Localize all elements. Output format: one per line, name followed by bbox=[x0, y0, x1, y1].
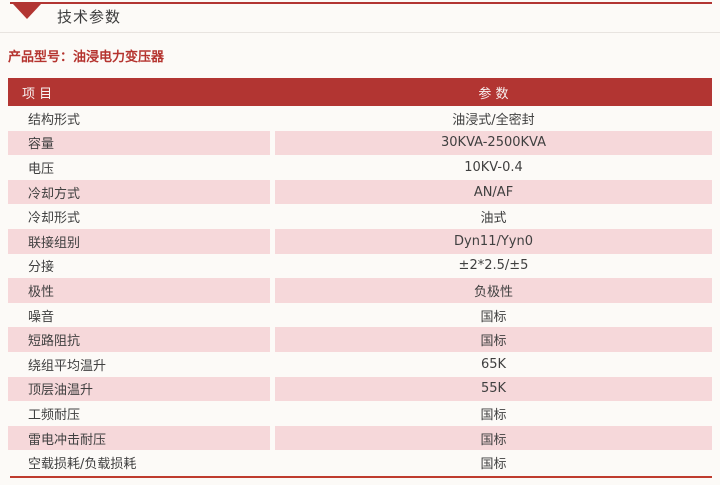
row-value: Dyn11/Yyn0 bbox=[275, 228, 712, 254]
row-item-label: 雷电冲击耐压 bbox=[8, 425, 270, 451]
table-row: 空载损耗/负载损耗 国标 bbox=[8, 450, 712, 475]
table-row: 冷却方式 AN/AF bbox=[8, 179, 712, 205]
table-row: 噪音 国标 bbox=[8, 303, 712, 328]
table-row: 绕组平均温升 65K bbox=[8, 352, 712, 377]
row-item-label: 联接组别 bbox=[8, 228, 270, 254]
page-title: 技术参数 bbox=[57, 8, 122, 26]
column-header-parameter: 参 数 bbox=[478, 86, 509, 102]
row-item-label: 绕组平均温升 bbox=[28, 358, 107, 374]
row-value: 国标 bbox=[480, 457, 507, 473]
row-item-label: 结构形式 bbox=[28, 112, 81, 128]
table-row: 极性 负极性 bbox=[8, 278, 712, 303]
table-row: 联接组别 Dyn11/Yyn0 bbox=[8, 228, 712, 254]
table-row: 雷电冲击耐压 国标 bbox=[8, 425, 712, 451]
table-row: 工频耐压 国标 bbox=[8, 401, 712, 426]
bottom-accent-line bbox=[10, 476, 712, 478]
row-value: 国标 bbox=[275, 327, 712, 352]
row-item-label: 短路阻抗 bbox=[8, 327, 270, 352]
row-value: 55K bbox=[275, 376, 712, 402]
row-value: 国标 bbox=[480, 407, 507, 423]
table-row: 容量 30KVA-2500KVA bbox=[8, 130, 712, 156]
row-item-label: 工频耐压 bbox=[28, 407, 81, 423]
row-value: 10KV-0.4 bbox=[464, 159, 523, 175]
row-value: 油式 bbox=[480, 211, 507, 227]
row-value: 负极性 bbox=[275, 278, 712, 303]
product-model-label: 产品型号 bbox=[8, 50, 61, 65]
top-accent-line bbox=[10, 2, 712, 4]
table-row: 电压 10KV-0.4 bbox=[8, 155, 712, 180]
table-body: 结构形式 油浸式/全密封容量 30KVA-2500KVA 电压 10KV-0.4 冷却方式… bbox=[8, 106, 712, 475]
table-row: 顶层油温升 55K bbox=[8, 376, 712, 402]
row-value: 国标 bbox=[275, 425, 712, 451]
section-marker-triangle-icon bbox=[13, 4, 41, 19]
row-item-label: 极性 bbox=[8, 278, 270, 303]
row-item-label: 噪音 bbox=[28, 309, 55, 325]
row-item-label: 顶层油温升 bbox=[8, 376, 270, 402]
product-model-colon: ： bbox=[60, 50, 74, 65]
spec-table: 项 目 参 数 结构形式 油浸式/全密封容量 30KVA-2500KVA 电压 10KV… bbox=[8, 78, 712, 475]
table-row: 短路阻抗 国标 bbox=[8, 327, 712, 352]
table-header-row: 项 目 参 数 bbox=[8, 78, 712, 106]
row-item-label: 冷却形式 bbox=[28, 211, 81, 227]
row-value: AN/AF bbox=[275, 179, 712, 205]
product-model-line: 产品型号：油浸电力变压器 bbox=[8, 46, 164, 65]
row-value: 65K bbox=[480, 356, 507, 372]
row-item-label: 分接 bbox=[28, 260, 55, 276]
row-value: 油浸式/全密封 bbox=[452, 112, 535, 128]
table-row: 分接 ±2*2.5/±5 bbox=[8, 254, 712, 279]
table-row: 结构形式 油浸式/全密封 bbox=[8, 106, 712, 131]
table-row: 冷却形式 油式 bbox=[8, 204, 712, 229]
row-item-label: 容量 bbox=[8, 130, 270, 156]
row-value: 国标 bbox=[480, 309, 507, 325]
row-item-label: 冷却方式 bbox=[8, 179, 270, 205]
row-value: ±2*2.5/±5 bbox=[458, 258, 529, 274]
row-item-label: 空载损耗/负载损耗 bbox=[28, 457, 137, 473]
product-model-value: 油浸电力变压器 bbox=[73, 50, 165, 65]
column-header-item: 项 目 bbox=[22, 86, 53, 102]
row-item-label: 电压 bbox=[28, 161, 55, 177]
title-divider-line bbox=[0, 32, 720, 33]
row-value: 30KVA-2500KVA bbox=[275, 130, 712, 156]
